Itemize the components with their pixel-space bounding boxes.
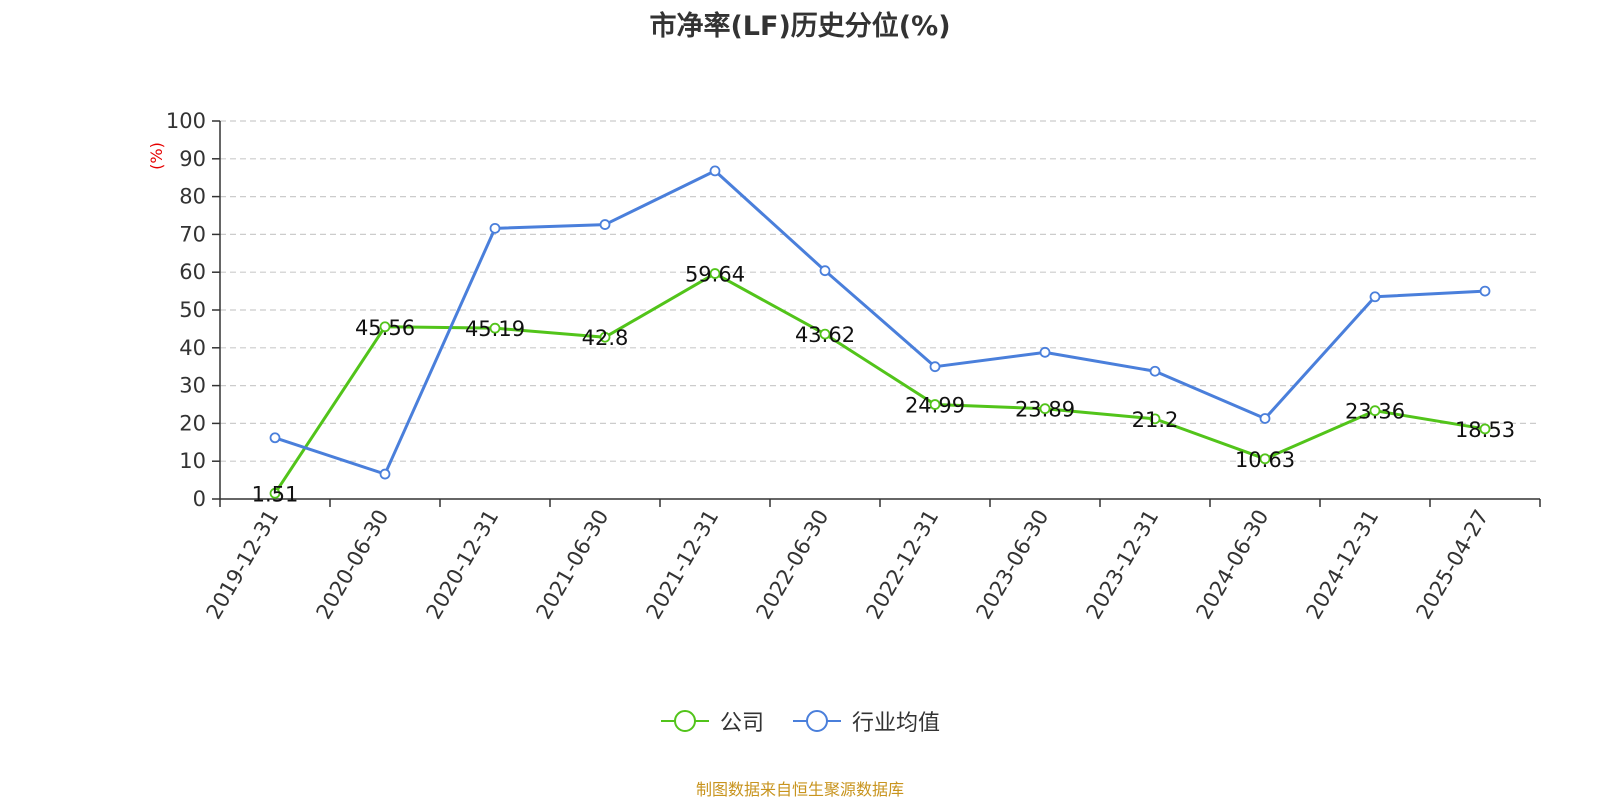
data-point xyxy=(269,487,281,499)
x-tick-label: 2023-06-30 xyxy=(972,506,1054,624)
x-tick-label: 2020-12-31 xyxy=(422,506,504,624)
axes: 0 10 20 30 40 50 60 70 80 90 100(%) 2019-12-31 2020-… xyxy=(147,109,1541,624)
x-tick-label: 2022-12-31 xyxy=(862,506,944,624)
data-point xyxy=(1259,413,1271,424)
data-point xyxy=(599,331,611,343)
y-tick-label: 10 xyxy=(179,449,206,473)
data-label: 21.2 xyxy=(1132,408,1179,432)
data-label: 23.89 xyxy=(1015,398,1075,422)
y-tick-label: 40 xyxy=(179,336,206,360)
data-label: 10.63 xyxy=(1235,448,1295,472)
data-point xyxy=(489,322,501,334)
series-line-0 xyxy=(273,272,1486,495)
legend-item-company[interactable]: 公司 xyxy=(660,705,764,737)
data-point xyxy=(489,222,501,234)
data-label: 23.36 xyxy=(1345,400,1405,424)
legend-label-industry: 行业均值 xyxy=(852,711,941,736)
y-tick-label: 60 xyxy=(179,260,206,284)
y-tick-label: 100 xyxy=(166,109,206,133)
data-point xyxy=(1039,403,1051,415)
data-point xyxy=(709,165,721,177)
legend-company-icon xyxy=(660,710,709,732)
data-label: 1.51 xyxy=(252,482,299,506)
data-point xyxy=(1479,285,1491,297)
data-point xyxy=(379,468,391,480)
data-point xyxy=(819,328,831,340)
data-point xyxy=(929,399,941,410)
data-point xyxy=(379,321,391,333)
data-point xyxy=(1369,405,1381,417)
data-point xyxy=(269,432,281,444)
chart-title: 市净率(LF)历史分位(%) xyxy=(649,11,951,42)
y-tick-label: 90 xyxy=(179,147,206,171)
data-point xyxy=(1149,365,1161,377)
data-point xyxy=(599,219,611,230)
data-point xyxy=(709,268,721,279)
data-point xyxy=(1039,346,1051,358)
x-tick-label: 2019-12-31 xyxy=(202,506,284,624)
y-tick-label: 50 xyxy=(179,298,206,322)
y-tick-label: 0 xyxy=(193,487,206,511)
y-tick-label: 80 xyxy=(179,185,206,209)
legend-label-company: 公司 xyxy=(719,711,764,736)
x-tick-label: 2024-12-31 xyxy=(1302,506,1384,624)
x-tick-label: 2023-12-31 xyxy=(1082,506,1164,624)
y-axis-label: (%) xyxy=(147,142,166,170)
source-note: 制图数据来自恒生聚源数据库 xyxy=(695,780,904,799)
y-tick-label: 70 xyxy=(179,222,206,246)
data-label: 43.62 xyxy=(795,323,855,347)
data-label: 18.53 xyxy=(1455,418,1515,442)
data-label: 42.8 xyxy=(582,326,629,350)
x-tick-label: 2020-06-30 xyxy=(312,506,394,624)
legend-item-industry[interactable]: 行业均值 xyxy=(792,705,940,737)
y-tick-label: 30 xyxy=(179,374,206,398)
x-tick-label: 2022-06-30 xyxy=(752,506,834,624)
series-lines xyxy=(269,165,1491,499)
x-tick-label: 2021-06-30 xyxy=(532,506,614,624)
x-tick-label: 2025-04-27 xyxy=(1412,506,1494,624)
grid-lines xyxy=(220,120,1540,462)
y-tick-label: 20 xyxy=(179,411,206,435)
data-point xyxy=(1369,291,1381,303)
data-label: 24.99 xyxy=(905,394,965,418)
data-point xyxy=(929,361,941,373)
x-tick-label: 2024-06-30 xyxy=(1192,506,1274,624)
data-label: 45.56 xyxy=(355,316,415,340)
data-labels: 1.51 45.56 45.19 42.8 59.64 43.62 24.99 23.89 21… xyxy=(252,263,1515,507)
data-point xyxy=(1479,423,1491,435)
legend-industry-icon xyxy=(793,710,841,732)
x-tick-label: 2021-12-31 xyxy=(642,506,724,624)
legend: 公司 行业均值 xyxy=(0,705,1600,737)
data-label: 45.19 xyxy=(465,317,525,341)
data-point xyxy=(1149,413,1161,425)
data-point xyxy=(1259,453,1271,465)
data-label: 59.64 xyxy=(685,263,745,287)
data-point xyxy=(819,265,831,277)
series-line-1 xyxy=(274,169,1486,476)
